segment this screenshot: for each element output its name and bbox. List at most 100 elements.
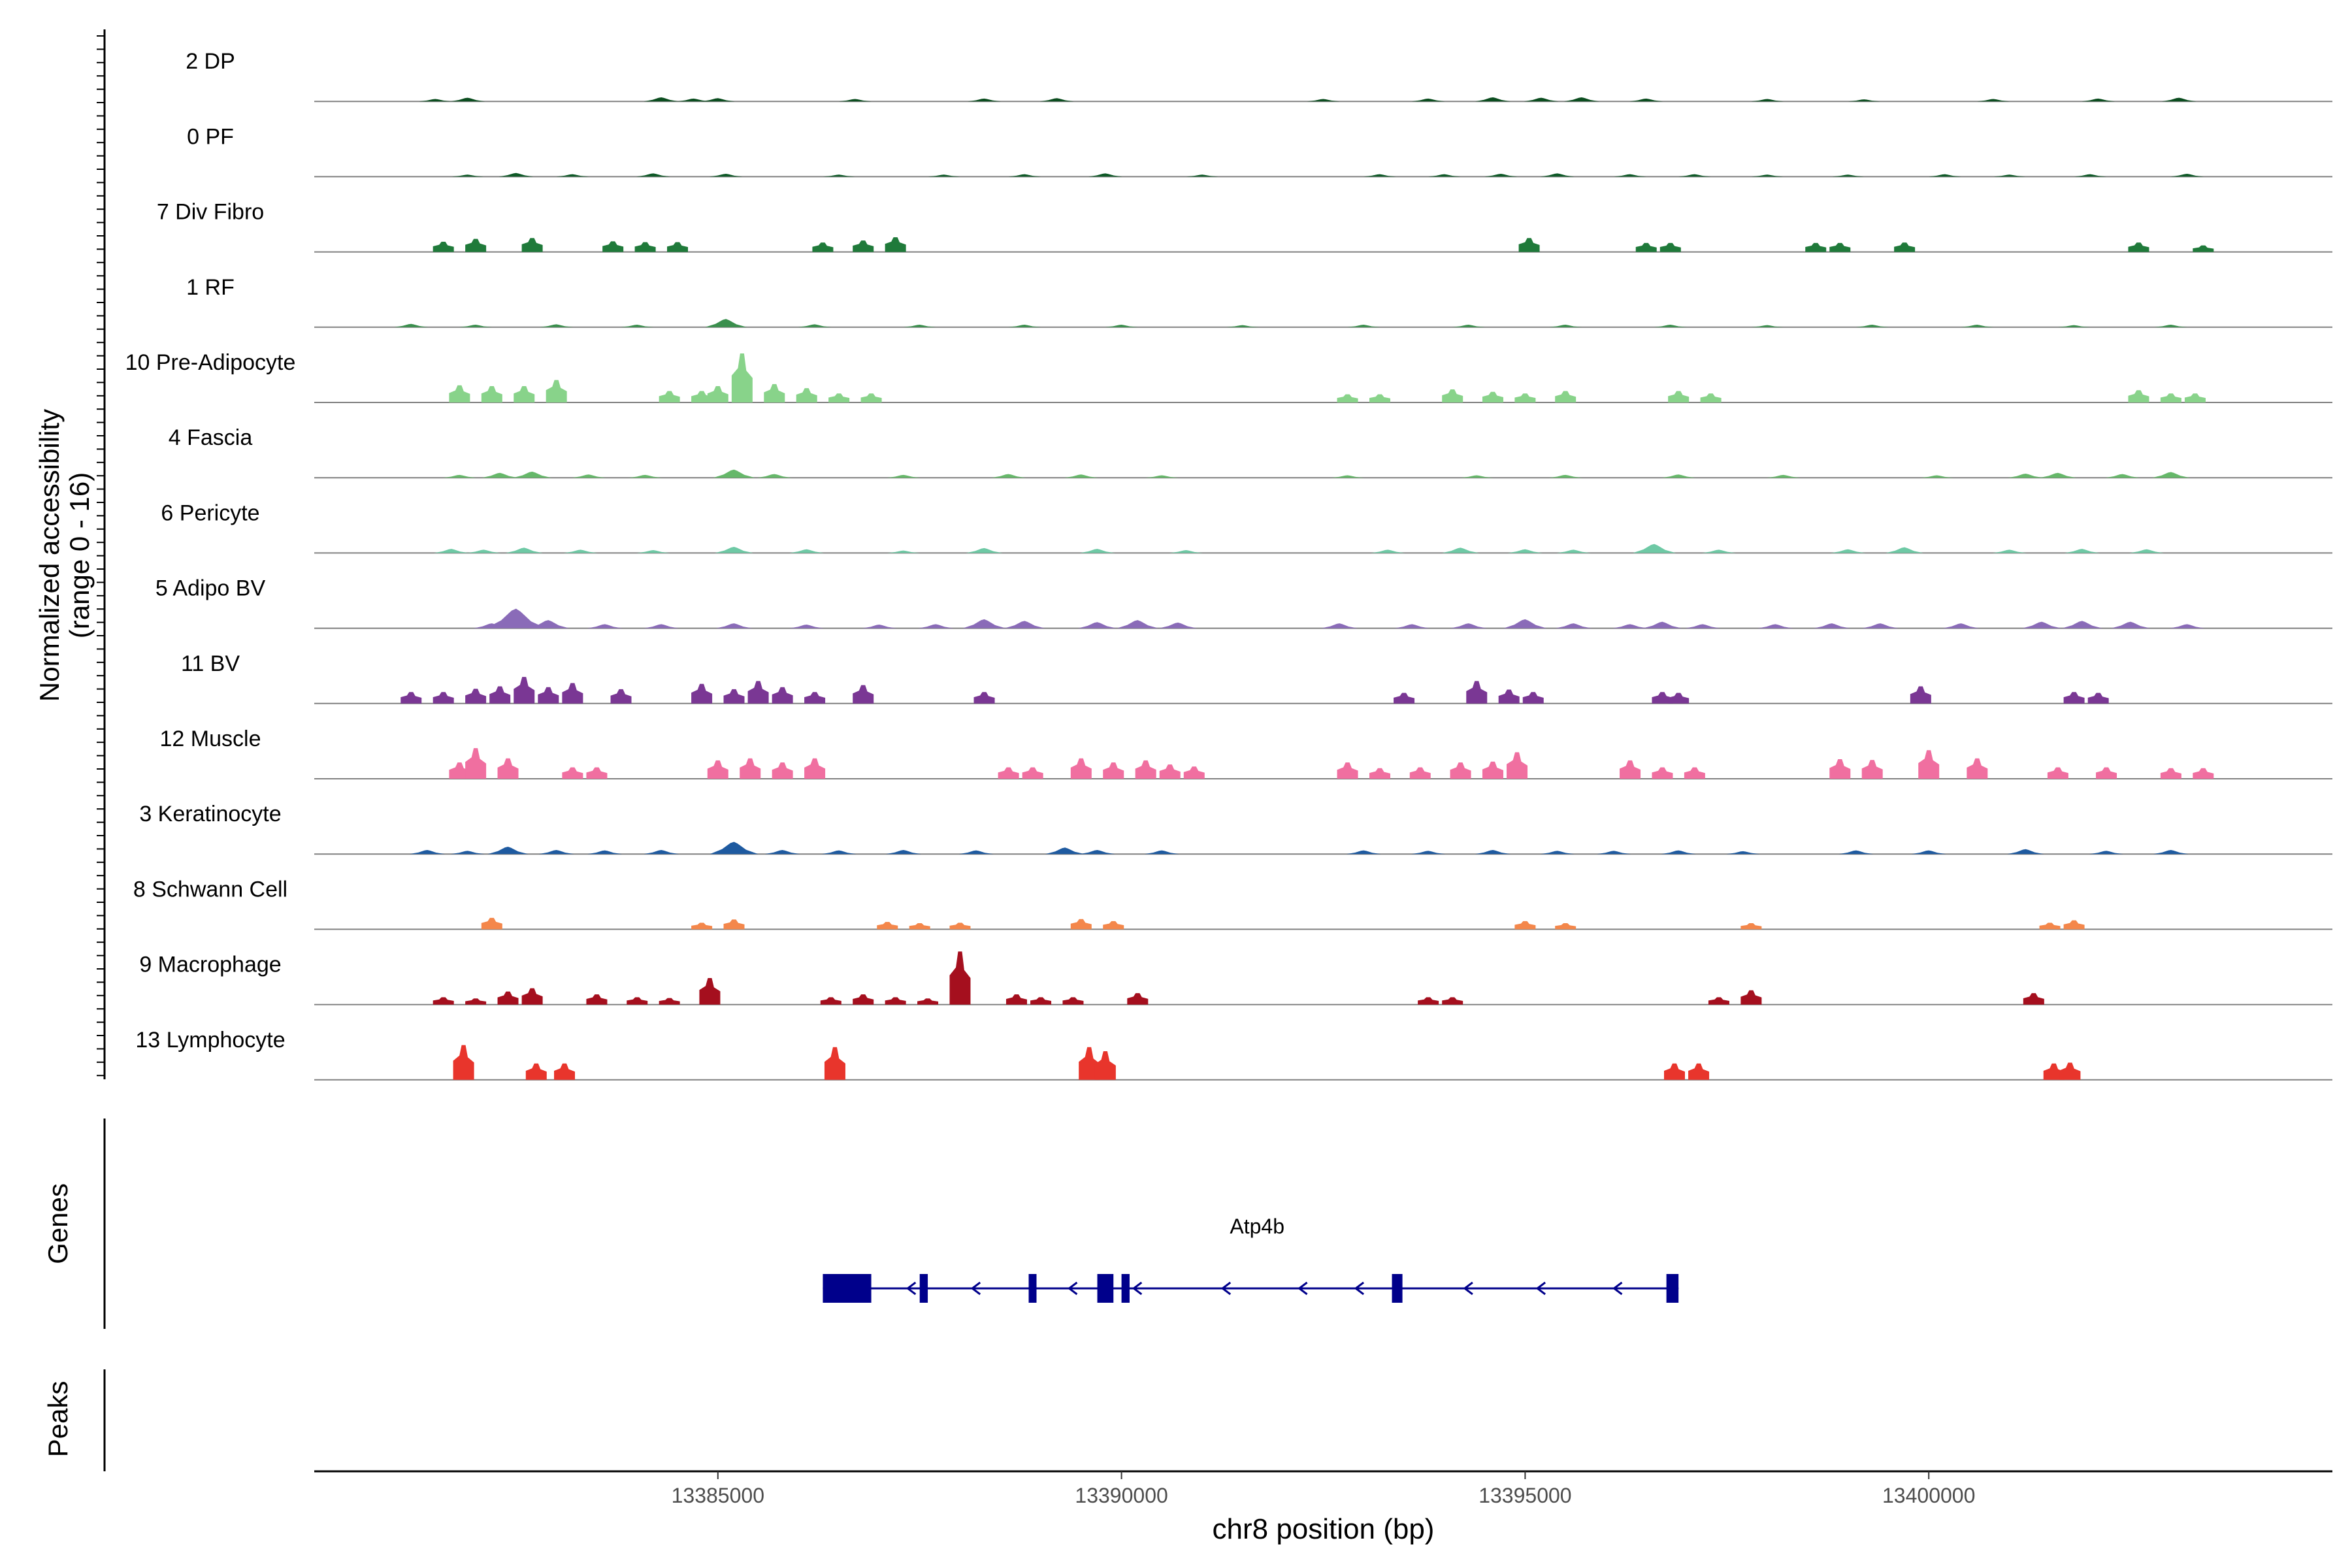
accessibility-peak xyxy=(497,758,519,779)
accessibility-peak xyxy=(715,623,753,629)
accessibility-peak xyxy=(644,624,679,629)
accessibility-peak xyxy=(521,988,543,1005)
accessibility-peak xyxy=(1813,623,1850,629)
accessibility-peak xyxy=(1928,174,1961,177)
strand-arrow xyxy=(970,1281,981,1296)
accessibility-peak xyxy=(885,849,921,855)
accessibility-peak xyxy=(804,692,826,704)
accessibility-peak xyxy=(772,762,793,779)
track-13: 9 Macrophage xyxy=(139,951,2332,1005)
accessibility-peak xyxy=(828,393,850,402)
accessibility-peak xyxy=(1337,762,1358,779)
accessibility-peak xyxy=(1685,624,1721,629)
accessibility-peak xyxy=(2063,692,2085,704)
accessibility-peak xyxy=(1540,851,1575,855)
gene-exon xyxy=(1028,1274,1037,1303)
accessibility-peak xyxy=(481,386,502,402)
accessibility-peak xyxy=(772,687,793,704)
accessibility-peak xyxy=(1145,475,1179,478)
accessibility-peak xyxy=(1861,760,1883,779)
accessibility-peak xyxy=(2039,472,2076,478)
accessibility-peak xyxy=(1514,921,1536,930)
accessibility-peak xyxy=(1442,389,1463,402)
accessibility-peak xyxy=(634,242,656,252)
accessibility-peak xyxy=(556,174,589,177)
track-label: 12 Muscle xyxy=(160,727,261,751)
accessibility-peak xyxy=(2160,393,2181,402)
accessibility-peak xyxy=(699,977,721,1005)
accessibility-peak xyxy=(1369,394,1390,402)
accessibility-peak xyxy=(887,550,920,553)
accessibility-peak xyxy=(514,677,535,704)
accessibility-peak xyxy=(1740,990,1762,1005)
accessibility-peak xyxy=(1144,850,1179,855)
accessibility-peak xyxy=(1668,693,1690,704)
accessibility-peak xyxy=(949,923,971,930)
accessibility-peak xyxy=(1555,923,1576,930)
track-label: 10 Pre-Adipocyte xyxy=(125,350,296,375)
accessibility-peak xyxy=(1831,549,1866,553)
accessibility-peak xyxy=(1726,851,1760,855)
accessibility-peak xyxy=(1428,174,1461,177)
track-label: 11 BV xyxy=(181,651,240,676)
accessibility-peak xyxy=(1507,549,1543,553)
accessibility-peak xyxy=(1460,475,1494,478)
accessibility-peak xyxy=(1008,174,1041,177)
accessibility-peak xyxy=(1442,997,1463,1005)
x-tick-label: 13390000 xyxy=(1075,1484,1168,1507)
accessibility-peak xyxy=(1614,174,1647,177)
accessibility-peak xyxy=(482,472,519,478)
accessibility-peak xyxy=(1918,750,1940,779)
x-axis-title: chr8 position (bp) xyxy=(1213,1513,1435,1545)
accessibility-peak xyxy=(1522,692,1544,704)
accessibility-peak xyxy=(1920,475,1953,478)
accessibility-peak xyxy=(513,471,552,478)
accessibility-peak xyxy=(1514,393,1536,402)
accessibility-peak xyxy=(1838,850,1874,855)
accessibility-peak xyxy=(1661,474,1696,478)
accessibility-peak xyxy=(644,97,679,102)
accessibility-peak xyxy=(2074,174,2107,177)
peaks-panel-title: Peaks xyxy=(42,1381,73,1458)
accessibility-peak xyxy=(2105,474,2140,478)
y-axis-title: Normalized accessibility(range 0 - 16) xyxy=(34,409,95,702)
accessibility-peak xyxy=(1757,624,1793,629)
accessibility-peak xyxy=(433,692,454,704)
accessibility-peak xyxy=(909,923,930,930)
accessibility-peak xyxy=(540,324,574,327)
accessibility-peak xyxy=(715,547,754,553)
accessibility-peak xyxy=(962,619,1006,629)
accessibility-peak xyxy=(1078,622,1117,629)
accessibility-peak xyxy=(700,98,735,102)
accessibility-peak xyxy=(562,767,583,779)
accessibility-peak xyxy=(710,841,759,855)
track-6: 4 Fascia xyxy=(169,425,2332,479)
accessibility-peak xyxy=(740,758,761,779)
accessibility-peak xyxy=(1369,768,1390,779)
accessibility-peak xyxy=(1062,997,1084,1005)
accessibility-peak xyxy=(433,997,454,1005)
accessibility-peak xyxy=(691,391,713,402)
accessibility-peak xyxy=(1663,1063,1685,1080)
track-label: 13 Lymphocyte xyxy=(135,1028,285,1053)
accessibility-peak xyxy=(812,242,834,252)
accessibility-peak xyxy=(885,997,906,1005)
accessibility-peak xyxy=(1635,242,1657,252)
accessibility-peak xyxy=(449,762,470,779)
accessibility-peak xyxy=(554,1063,576,1080)
accessibility-peak xyxy=(823,174,855,177)
accessibility-peak xyxy=(707,386,728,402)
accessibility-peak xyxy=(2128,242,2149,252)
accessibility-peak xyxy=(629,474,662,478)
track-1: 2 DP xyxy=(186,49,2332,103)
accessibility-peak xyxy=(1394,693,1415,704)
accessibility-peak xyxy=(563,549,598,553)
accessibility-peak xyxy=(538,849,574,855)
accessibility-peak xyxy=(1555,391,1576,402)
accessibility-peak xyxy=(459,325,493,327)
accessibility-peak xyxy=(451,174,484,177)
accessibility-peak xyxy=(453,1045,474,1080)
accessibility-peak xyxy=(434,549,470,553)
accessibility-peak xyxy=(1910,686,1931,704)
accessibility-peak xyxy=(707,760,728,779)
